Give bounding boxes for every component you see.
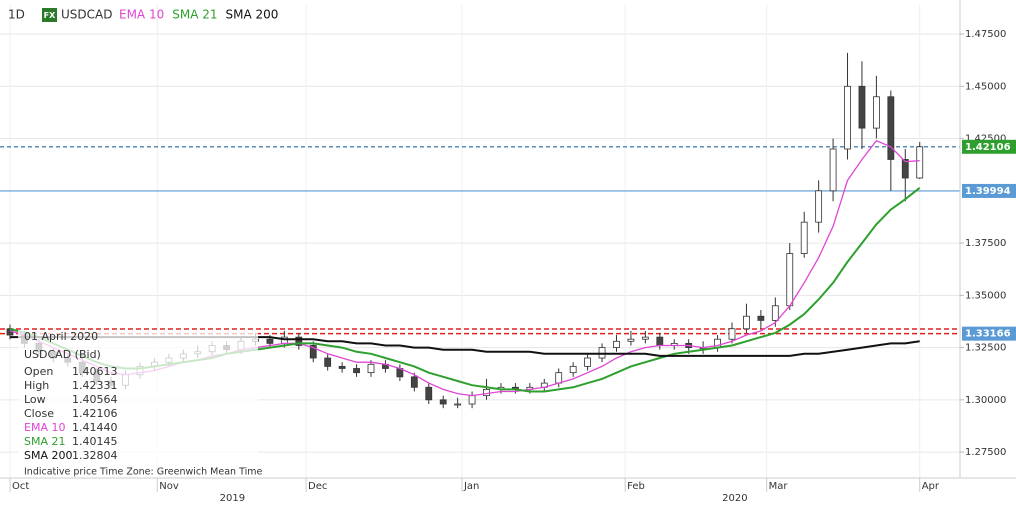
info-label: High xyxy=(24,379,49,392)
candle-body xyxy=(266,338,274,344)
info-value: 1.42331 xyxy=(72,379,118,392)
y-tick-label: 1.47500 xyxy=(965,29,1006,40)
x-tick-label: Jan xyxy=(463,481,479,492)
candle-body xyxy=(555,372,563,384)
candle-body xyxy=(454,403,462,406)
info-label: Open xyxy=(24,365,53,378)
info-value: 1.42106 xyxy=(72,407,118,420)
candle-body xyxy=(743,315,750,330)
candle-body xyxy=(800,221,808,254)
legend-entry: SMA 21 xyxy=(172,8,217,22)
candle-body xyxy=(613,340,620,348)
candle-body xyxy=(468,395,476,405)
y-tick-label: 1.35000 xyxy=(965,290,1006,301)
timeframe: 1D xyxy=(8,8,25,22)
legend-entry: SMA 200 xyxy=(226,8,279,22)
info-value: 1.40613 xyxy=(72,365,118,378)
candle-body xyxy=(353,368,360,374)
price-label-box xyxy=(962,183,1016,198)
candle-body xyxy=(844,85,851,150)
y-tick-label: 1.32500 xyxy=(965,343,1006,354)
legend-entry: EMA 10 xyxy=(119,8,164,22)
price-label: 1.33166 xyxy=(965,329,1011,340)
y-tick-label: 1.37500 xyxy=(965,238,1006,249)
info-label: EMA 10 xyxy=(24,421,65,434)
candle-body xyxy=(483,388,490,397)
candle-body xyxy=(829,148,837,192)
candle-body xyxy=(728,328,736,340)
candle-body xyxy=(295,336,303,346)
symbol: USDCAD xyxy=(61,8,112,22)
candle-body xyxy=(439,399,447,405)
candle-body xyxy=(901,159,909,179)
fx-badge-text: FX xyxy=(44,11,56,20)
candle-body xyxy=(786,253,794,307)
candle-body xyxy=(887,96,895,160)
candle-body xyxy=(757,315,765,321)
y-tick-label: 1.42500 xyxy=(965,134,1006,145)
price-label-box xyxy=(962,326,1016,341)
x-tick-label: Nov xyxy=(159,481,179,492)
y-tick-label: 1.30000 xyxy=(965,395,1006,406)
x-tick-label: Feb xyxy=(627,481,645,492)
info-value: 1.40564 xyxy=(72,393,118,406)
info-title: USDCAD (Bid) xyxy=(24,348,101,361)
candle-body xyxy=(425,386,433,401)
price-label-box xyxy=(962,139,1016,154)
y-tick-label: 1.27500 xyxy=(965,447,1006,458)
info-label: Low xyxy=(24,393,46,406)
candle-body xyxy=(771,305,779,321)
candle-body xyxy=(815,190,823,223)
candle-body xyxy=(584,357,591,367)
info-label: SMA 200 xyxy=(24,449,73,462)
x-tick-label: Oct xyxy=(12,481,29,492)
info-footer: Indicative price Time Zone: Greenwich Me… xyxy=(24,467,262,478)
candle-body xyxy=(324,357,332,367)
x-tick-label: Mar xyxy=(769,481,789,492)
overlay: 01 April 2020 USDCAD (Bid) Open 1.40613 High… xyxy=(18,330,262,478)
candle-body xyxy=(627,338,635,342)
candle-body xyxy=(916,146,924,179)
info-value: 1.40145 xyxy=(72,435,118,448)
fx-badge xyxy=(42,8,57,22)
info-panel xyxy=(18,330,258,478)
y-tick-label: 1.45000 xyxy=(965,81,1006,92)
year-label: 2020 xyxy=(722,493,747,504)
candle-body xyxy=(309,345,317,359)
candle-body xyxy=(569,365,577,374)
info-value: 1.32804 xyxy=(72,449,118,462)
info-label: SMA 21 xyxy=(24,435,66,448)
candle-body xyxy=(410,376,418,388)
info-label: Close xyxy=(24,407,54,420)
price-label: 1.42106 xyxy=(965,142,1011,153)
x-tick-label: Dec xyxy=(308,481,327,492)
candle-body xyxy=(858,85,866,129)
candle-body xyxy=(338,365,346,369)
price-label: 1.39994 xyxy=(965,186,1011,197)
x-tick-label: Apr xyxy=(922,481,940,492)
candle-body xyxy=(656,336,664,346)
candle-body xyxy=(873,96,880,129)
candle-body xyxy=(367,363,375,374)
candle-body xyxy=(641,336,649,340)
info-value: 1.41440 xyxy=(72,421,118,434)
year-label: 2019 xyxy=(220,493,245,504)
info-date: 01 April 2020 xyxy=(24,330,98,343)
